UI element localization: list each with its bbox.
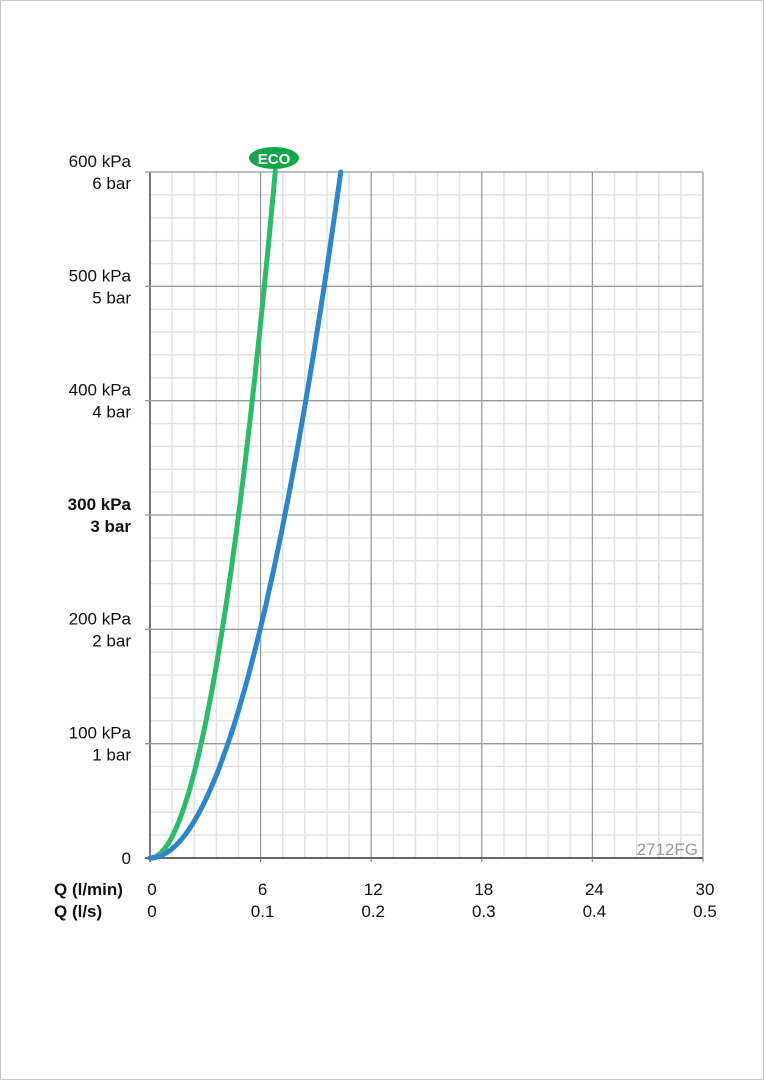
x2-tick-label: 0.1 (251, 902, 275, 921)
y-tick-label-bar: 4 bar (92, 403, 131, 422)
y-tick-label-kpa: 400 kPa (69, 381, 132, 400)
eco-badge-text: ECO (258, 151, 291, 168)
x-tick-label: 0 (147, 880, 156, 899)
y-tick-label-kpa: 600 kPa (69, 152, 132, 171)
x2-tick-label: 0.2 (361, 902, 385, 921)
y-tick-label-bar: 2 bar (92, 631, 131, 650)
code-label: 2712FG (637, 840, 698, 859)
series-line-standard (147, 169, 344, 861)
y-tick-label-kpa: 200 kPa (69, 609, 132, 628)
x-tick-label: 30 (696, 880, 715, 899)
curves (147, 168, 344, 861)
series-line-eco (147, 168, 278, 861)
y-tick-label-bar: 3 bar (90, 517, 131, 536)
x2-axis-label: Q (l/s) (54, 902, 102, 921)
x2-tick-label: 0.4 (583, 902, 607, 921)
x2-tick-label: 0.5 (693, 902, 717, 921)
x-tick-label: 12 (364, 880, 383, 899)
y-tick-label-kpa: 100 kPa (69, 724, 132, 743)
labels: 0 6 12 18 24 30 0 0.1 0.2 0.3 0.4 0.5 Q (l/min) Q (l/… (54, 152, 717, 921)
y-tick-label-bar: 6 bar (92, 174, 131, 193)
x2-tick-label: 0 (147, 902, 156, 921)
x-axis-label: Q (l/min) (54, 880, 123, 899)
y-tick-label-kpa: 500 kPa (69, 266, 132, 285)
x2-tick-label: 0.3 (472, 902, 496, 921)
x-tick-label: 18 (474, 880, 493, 899)
grid (145, 171, 704, 862)
y-tick-label-bar: 1 bar (92, 746, 131, 765)
y-tick-label: 0 (122, 849, 131, 868)
x-tick-label: 6 (258, 880, 267, 899)
y-tick-label-kpa: 300 kPa (68, 495, 132, 514)
y-tick-label-bar: 5 bar (92, 288, 131, 307)
eco-badge: ECO (249, 147, 299, 169)
x-tick-label: 24 (585, 880, 604, 899)
